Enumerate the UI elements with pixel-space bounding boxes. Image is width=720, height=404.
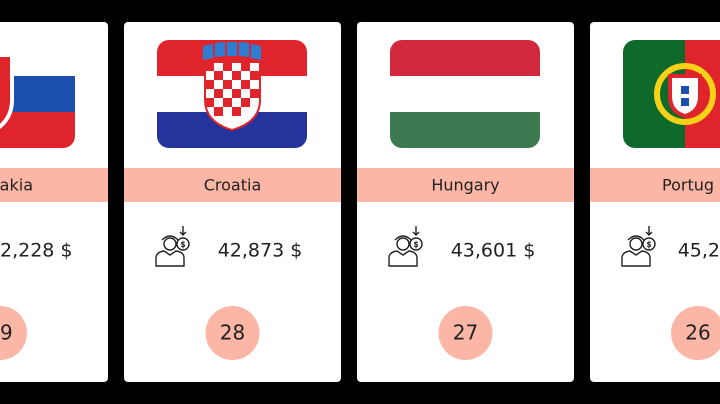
income-value: 2,228 $ [0,240,73,262]
name-bar [124,168,341,202]
income-value: 43,601 $ [451,240,536,262]
rank-badge [205,306,260,360]
name-bar [590,168,720,202]
rank-badge [0,306,27,360]
rank-badge [438,306,493,360]
name-bar [357,168,574,202]
flag [0,40,75,148]
rank: 26 [685,321,710,345]
flag [157,40,307,148]
country-name: akia [0,176,33,195]
income-value: 45,2 [678,240,720,262]
name-bar [0,168,108,202]
flag [623,40,720,148]
rank: 9 [0,321,13,345]
country-name: Portug [662,176,714,195]
rank: 28 [220,321,245,345]
rank: 27 [453,321,478,345]
flag [390,40,540,148]
income-value: 42,873 $ [218,240,303,262]
country-name: Croatia [204,176,262,195]
country-name: Hungary [431,176,499,195]
rank-badge [671,306,720,360]
